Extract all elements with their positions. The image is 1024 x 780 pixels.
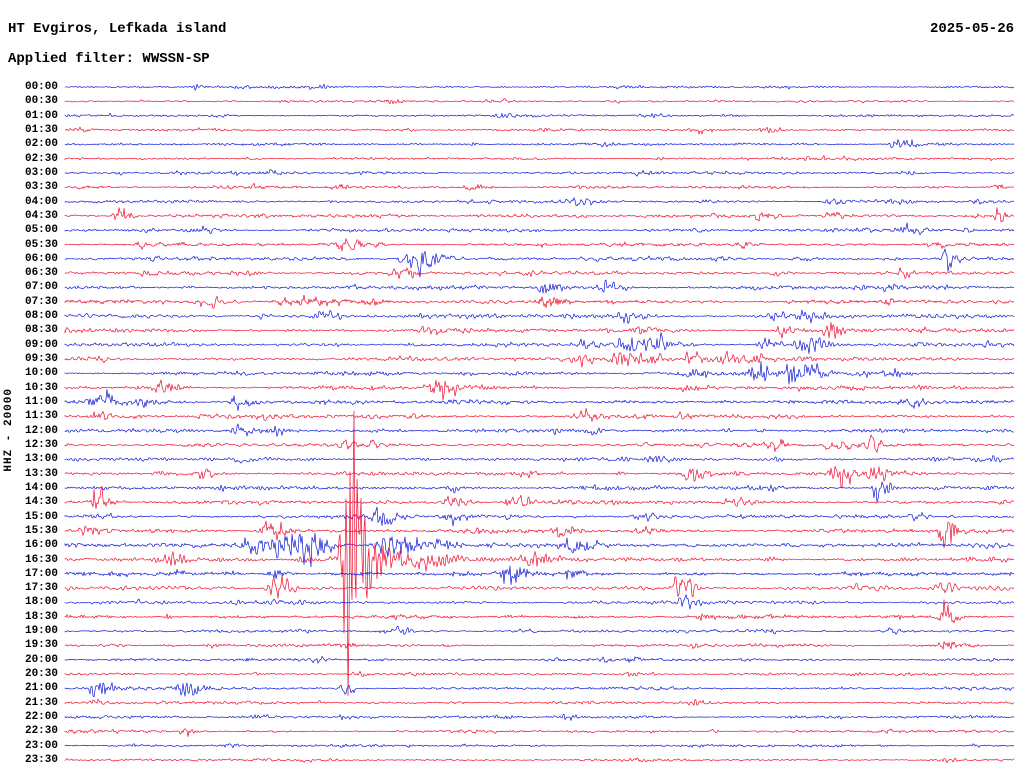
time-label: 00:30 [24,95,58,108]
time-label: 07:00 [24,281,58,294]
time-label: 04:00 [24,195,58,208]
time-label: 01:30 [24,123,58,136]
time-label: 17:00 [24,567,58,580]
time-label: 01:00 [24,109,58,122]
time-label: 05:00 [24,224,58,237]
time-label: 23:30 [24,754,58,766]
time-label: 11:30 [24,410,58,423]
time-label: 14:30 [24,496,58,509]
time-label: 21:00 [24,682,58,695]
time-label: 09:30 [24,353,58,366]
time-label: 06:30 [24,267,58,280]
time-label: 12:00 [24,424,58,437]
time-label: 13:00 [24,453,58,466]
time-label: 16:00 [24,539,58,552]
time-label: 04:30 [24,209,58,222]
time-label: 00:00 [24,81,58,93]
time-label: 23:00 [24,739,58,752]
time-label: 15:00 [24,510,58,523]
time-label: 08:00 [24,310,58,323]
time-label: 03:00 [24,166,58,179]
time-label: 22:30 [24,725,58,738]
time-label: 03:30 [24,181,58,194]
time-label: 02:30 [24,152,58,165]
time-label: 12:30 [24,438,58,451]
time-label: 05:30 [24,238,58,251]
time-label: 09:00 [24,338,58,351]
time-label: 14:00 [24,481,58,494]
time-label: 11:00 [24,396,58,409]
time-label: 10:30 [24,381,58,394]
time-label: 02:00 [24,138,58,151]
report-date: 2025-05-26 [929,21,1014,37]
time-label: 13:30 [24,467,58,480]
time-label: 17:30 [24,582,58,595]
time-label: 20:30 [24,668,58,681]
time-label: 10:00 [24,367,58,380]
time-label: 15:30 [24,524,58,537]
time-label: 07:30 [24,295,58,308]
time-label: 18:00 [24,596,58,609]
station-title: HT Evgiros, Lefkada island [8,21,227,37]
time-label: 06:00 [24,252,58,265]
time-label: 22:00 [24,711,58,724]
time-label: 16:30 [24,553,58,566]
time-label: 19:30 [24,639,58,652]
time-label: 21:30 [24,696,58,709]
time-label: 19:00 [24,625,58,638]
time-label: 18:30 [24,610,58,623]
time-label: 08:30 [24,324,58,337]
filter-label: Applied filter: WWSSN-SP [8,51,210,67]
time-label: 20:00 [24,653,58,666]
